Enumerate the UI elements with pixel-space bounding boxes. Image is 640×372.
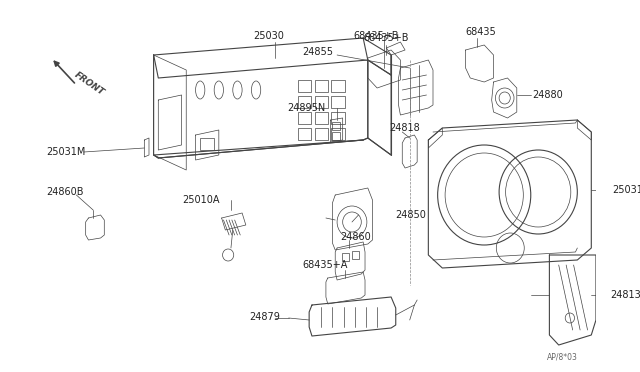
Bar xyxy=(342,253,349,261)
Bar xyxy=(332,80,344,92)
Text: 68435+B: 68435+B xyxy=(354,31,399,41)
Bar xyxy=(298,128,311,140)
Text: AP/8*03: AP/8*03 xyxy=(547,353,577,362)
Bar xyxy=(315,80,328,92)
Bar xyxy=(332,112,344,124)
Text: 24860B: 24860B xyxy=(47,187,84,197)
Bar xyxy=(332,128,344,140)
Text: 24813: 24813 xyxy=(610,290,640,300)
Bar xyxy=(352,251,360,259)
Text: 24879: 24879 xyxy=(250,312,280,322)
Text: 24880: 24880 xyxy=(532,90,563,100)
Bar xyxy=(315,128,328,140)
Text: 24860: 24860 xyxy=(340,232,371,242)
Bar xyxy=(298,80,311,92)
Bar xyxy=(298,112,311,124)
Text: 25010A: 25010A xyxy=(182,195,220,205)
Text: 24855: 24855 xyxy=(303,47,333,57)
Text: 25031M: 25031M xyxy=(47,147,86,157)
Bar xyxy=(298,96,311,108)
Text: 68435+A: 68435+A xyxy=(303,260,348,270)
Bar xyxy=(332,132,340,140)
Bar xyxy=(332,96,344,108)
Bar xyxy=(200,138,214,150)
Text: 68435+B: 68435+B xyxy=(363,33,409,43)
Text: 24850: 24850 xyxy=(396,210,427,220)
Text: 25030: 25030 xyxy=(253,31,284,41)
Bar xyxy=(332,122,340,130)
Text: 24818: 24818 xyxy=(389,123,420,133)
Bar xyxy=(315,96,328,108)
Text: 68435: 68435 xyxy=(465,27,497,37)
Text: 25031: 25031 xyxy=(612,185,640,195)
Bar xyxy=(315,112,328,124)
Text: FRONT: FRONT xyxy=(72,70,106,97)
Text: 24895N: 24895N xyxy=(287,103,325,113)
